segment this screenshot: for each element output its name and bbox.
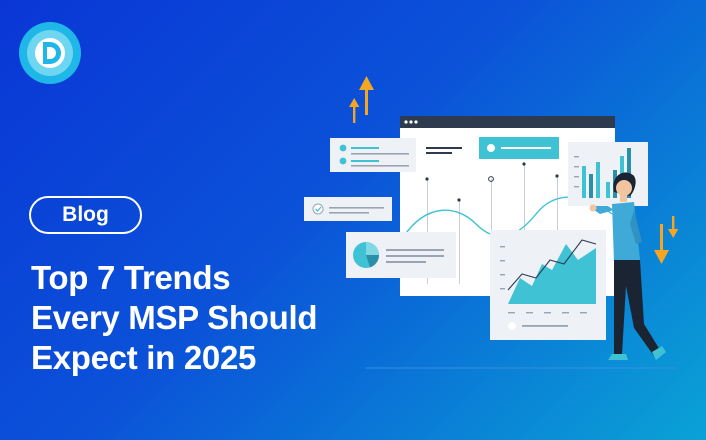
person-illustration: [589, 172, 666, 360]
area-chart-card: [490, 230, 606, 340]
logo-d-icon: [19, 22, 81, 84]
analytics-illustration: [304, 76, 679, 369]
title-line-1: Top 7 Trends: [31, 259, 231, 296]
pie-chart-card: [346, 232, 456, 278]
checklist-card: [304, 197, 392, 221]
page-title: Top 7 Trends Every MSP Should Expect in …: [31, 258, 391, 378]
down-arrows-icon: [654, 216, 679, 264]
up-arrows-icon: [349, 76, 374, 123]
blog-badge[interactable]: Blog: [29, 196, 142, 234]
title-line-3: Expect in 2025: [31, 339, 257, 376]
blog-badge-label: Blog: [62, 203, 109, 226]
bar-chart-card: [568, 142, 648, 206]
title-line-2: Every MSP Should: [31, 299, 318, 336]
list-card: [330, 138, 416, 172]
